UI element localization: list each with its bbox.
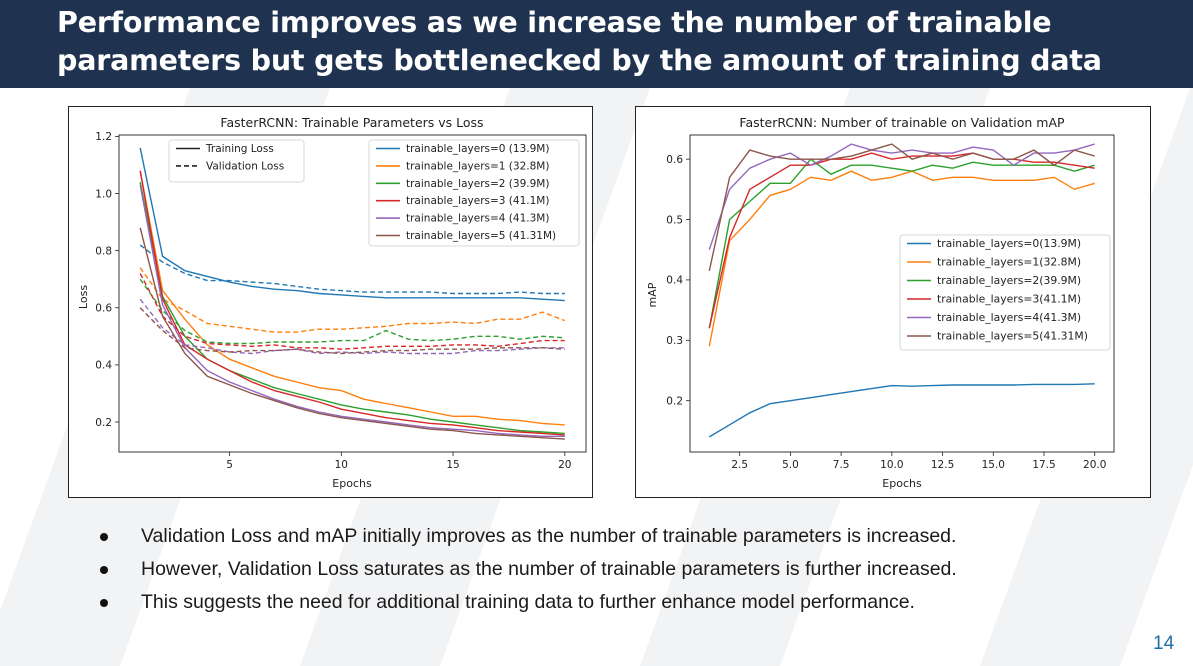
map-chart: FasterRCNN: Number of trainable on Valid…	[635, 106, 1151, 498]
x-tick-label: 12.5	[931, 459, 954, 471]
bullet-dot	[100, 599, 108, 607]
chart-title: FasterRCNN: Number of trainable on Valid…	[739, 115, 1065, 130]
map-line	[708, 170, 1095, 347]
title-bar: Performance improves as we increase the …	[0, 0, 1193, 88]
validation-loss-line	[139, 273, 565, 350]
y-axis-label: mAP	[646, 282, 659, 307]
y-tick-label: 0.2	[666, 395, 683, 407]
x-tick-label: 20.0	[1083, 459, 1106, 471]
loss-chart: FasterRCNN: Trainable Parameters vs Loss…	[68, 106, 593, 498]
training-loss-line	[139, 184, 565, 437]
bullet-item: However, Validation Loss saturates as th…	[100, 553, 957, 586]
y-axis-label: Loss	[77, 285, 90, 309]
y-tick-label: 0.2	[95, 417, 112, 429]
chart-title: FasterRCNN: Trainable Parameters vs Loss	[220, 115, 483, 130]
y-tick-label: 0.8	[95, 245, 112, 257]
legend-box	[368, 139, 580, 247]
y-tick-label: 0.5	[666, 214, 683, 226]
bullet-item: Validation Loss and mAP initially improv…	[100, 520, 957, 553]
x-tick-label: 17.5	[1032, 459, 1055, 471]
training-loss-line	[139, 170, 565, 426]
plot-frame	[689, 134, 1115, 453]
training-loss-line	[139, 170, 565, 436]
x-tick-label: 10.0	[880, 459, 903, 471]
loss-chart-svg: FasterRCNN: Trainable Parameters vs Loss…	[77, 115, 587, 490]
legend-entry: trainable_layers=5 (41.31M)	[406, 230, 556, 242]
y-tick-label: 1.0	[95, 188, 112, 200]
bullet-dot	[100, 566, 108, 574]
map-line	[708, 143, 1095, 272]
series-legend: trainable_layers=0 (13.9M) trainable_laye…	[368, 139, 580, 247]
map-chart-svg: FasterRCNN: Number of trainable on Valid…	[646, 115, 1115, 490]
legend-entry: Validation Loss	[206, 160, 284, 172]
legend-entry: trainable_layers=0 (13.9M)	[406, 143, 549, 155]
bullet-text: Validation Loss and mAP initially improv…	[141, 525, 957, 547]
x-axis-label: Epochs	[332, 477, 372, 490]
legend-box	[168, 139, 305, 183]
series-legend: Training Loss Validation Loss	[168, 139, 305, 183]
legend-entry: trainable_layers=1 (32.8M)	[406, 160, 549, 172]
x-tick-label: 15	[446, 459, 459, 471]
legend-entry: trainable_layers=0(13.9M)	[937, 237, 1081, 250]
validation-loss-line	[139, 307, 565, 355]
legend-entry: trainable_layers=5(41.31M)	[937, 330, 1088, 343]
x-tick-label: 20	[558, 459, 571, 471]
x-axis-label: Epochs	[882, 477, 922, 490]
x-tick-label: 2.5	[731, 459, 748, 471]
x-tick-label: 5.0	[782, 459, 799, 471]
bullet-dot	[100, 533, 108, 541]
slide-title: Performance improves as we increase the …	[57, 4, 1177, 80]
validation-loss-line	[139, 278, 565, 345]
x-tick-label: 15.0	[982, 459, 1005, 471]
map-line	[708, 143, 1095, 250]
bullet-item: This suggests the need for additional tr…	[100, 586, 957, 619]
plot-frame	[118, 134, 587, 453]
y-tick-label: 0.6	[95, 303, 112, 315]
legend-entry: trainable_layers=4(41.3M)	[937, 311, 1081, 324]
bullet-text: This suggests the need for additional tr…	[141, 591, 915, 613]
training-loss-line	[139, 227, 565, 440]
legend-entry: trainable_layers=3(41.1M)	[937, 293, 1081, 306]
y-tick-label: 0.4	[95, 360, 112, 372]
legend-entry: trainable_layers=1(32.8M)	[937, 256, 1081, 269]
slide-title-line-2: parameters but gets bottlenecked by the …	[57, 44, 1102, 77]
map-line	[708, 152, 1095, 329]
y-tick-label: 0.6	[666, 154, 683, 166]
x-tick-label: 7.5	[833, 459, 850, 471]
legend-entry: trainable_layers=2 (39.9M)	[406, 178, 549, 190]
legend-entry: Training Loss	[205, 143, 274, 155]
y-tick-label: 1.2	[95, 131, 112, 143]
y-tick-label: 0.3	[666, 335, 683, 347]
map-line	[708, 158, 1095, 329]
x-tick-label: 10	[335, 459, 348, 471]
x-tick-label: 5	[226, 459, 233, 471]
slide-title-line-1: Performance improves as we increase the …	[57, 6, 1052, 39]
validation-loss-line	[139, 244, 565, 295]
bullet-list: Validation Loss and mAP initially improv…	[100, 520, 957, 619]
legend-entry: trainable_layers=4 (41.3M)	[406, 213, 549, 225]
validation-loss-line	[139, 267, 566, 333]
legend-entry: trainable_layers=2(39.9M)	[937, 274, 1081, 287]
y-tick-label: 0.4	[666, 275, 683, 287]
legend-box	[899, 234, 1111, 351]
bullet-text: However, Validation Loss saturates as th…	[141, 558, 957, 580]
training-loss-line	[139, 147, 565, 302]
page-number: 14	[1153, 633, 1175, 654]
map-line	[708, 383, 1095, 438]
legend-entry: trainable_layers=3 (41.1M)	[406, 195, 549, 207]
series-legend: trainable_layers=0(13.9M) trainable_layer…	[899, 234, 1111, 351]
